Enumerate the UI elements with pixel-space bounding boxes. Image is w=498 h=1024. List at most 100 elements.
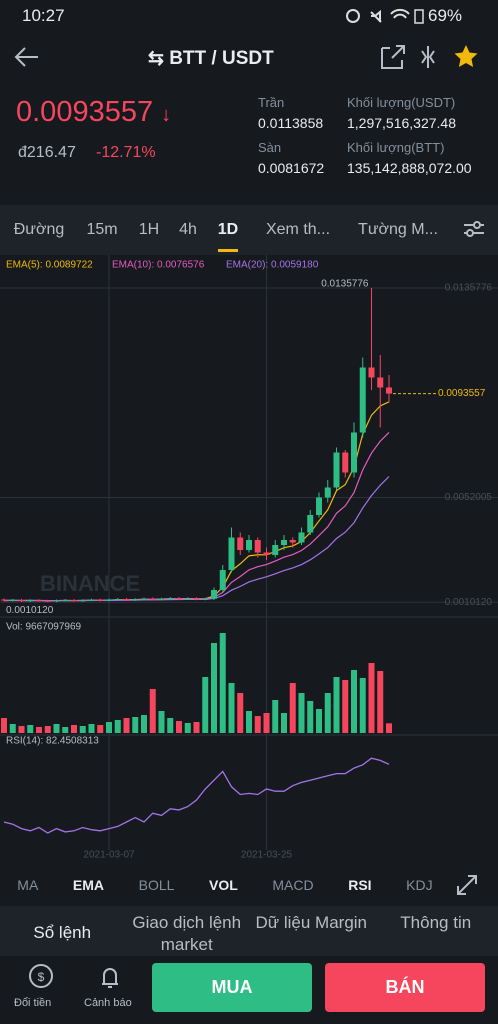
candle-body	[211, 590, 217, 599]
bottom-tab[interactable]: Thông tin	[400, 913, 472, 932]
stat-value: 0.0113858	[258, 115, 324, 131]
settings-icon[interactable]	[462, 218, 486, 240]
interval-tab[interactable]: 15m	[86, 221, 118, 238]
volume-bar	[62, 727, 69, 733]
volume-bar	[158, 711, 165, 733]
volume-bar	[167, 718, 174, 733]
indicator-tab[interactable]: VOL	[209, 877, 238, 893]
volume-bar	[324, 693, 331, 733]
indicator-tab[interactable]: KDJ	[406, 877, 433, 893]
interval-tab[interactable]: 4h	[179, 221, 197, 238]
volume-bar	[202, 677, 209, 733]
volume-bar	[193, 722, 200, 733]
volume-bar	[71, 725, 77, 733]
back-button[interactable]	[12, 44, 42, 70]
low-label: 0.0010120	[6, 605, 54, 616]
active-underline	[218, 249, 238, 252]
candle-body	[254, 540, 261, 553]
nav-label[interactable]: Cảnh báo	[84, 997, 132, 1009]
x-tick-label: 2021-03-07	[83, 850, 135, 861]
candle-body	[386, 387, 392, 394]
indicator-tab[interactable]: RSI	[348, 877, 372, 893]
fiat-price: đ216.47	[18, 144, 76, 161]
volume-bar	[368, 663, 375, 733]
bottom-tab-bg	[0, 906, 498, 956]
interval-tab[interactable]: Xem th...	[265, 221, 331, 238]
bottom-tab[interactable]: Giao dịch lệnh market	[132, 913, 242, 954]
candle-body	[359, 367, 366, 433]
status-icons	[346, 8, 424, 24]
indicator-tab[interactable]: MACD	[272, 877, 314, 893]
nav-icons: $	[29, 964, 118, 988]
stat-value: 0.0081672	[258, 160, 325, 176]
volume-bar	[9, 724, 16, 733]
candle-body	[62, 600, 69, 601]
y-tick-label: 0.0010120	[445, 597, 493, 608]
change: -12.71%	[96, 144, 156, 161]
candle-body	[316, 497, 322, 515]
volume-bar	[1, 718, 7, 733]
candle-body	[123, 599, 130, 600]
indicator-tab[interactable]: BOLL	[138, 877, 175, 893]
indicator-tab[interactable]: EMA	[72, 877, 105, 893]
volume-bar	[351, 670, 357, 733]
interval-tab[interactable]: 1D	[208, 221, 248, 252]
volume-bar	[307, 701, 314, 733]
volume-bar	[237, 693, 244, 733]
volume-bar	[333, 677, 340, 733]
volume-bar	[141, 715, 147, 733]
chart: 0.0135776 0.0052005 0.0010120 2021-03-07 202…	[0, 255, 498, 861]
nav-label[interactable]: Đổi tiền	[14, 997, 52, 1009]
volume-bar	[281, 713, 287, 733]
candle-body	[184, 598, 191, 600]
status-time: 10:27	[22, 6, 65, 25]
fullscreen-icon[interactable]	[456, 874, 478, 896]
y-tick-label: 0.0135776	[445, 283, 493, 294]
volume-bar	[132, 717, 139, 733]
volume-bar	[359, 678, 366, 733]
header-actions[interactable]	[378, 42, 488, 72]
y-tick-label: 0.0052005	[445, 492, 493, 503]
volume-bar	[97, 725, 104, 733]
candle-body	[71, 600, 77, 601]
volume-bar	[316, 709, 322, 733]
rsi-line	[3, 757, 390, 834]
last-price-label: 0.0093557	[438, 388, 486, 399]
candle-body	[141, 598, 147, 600]
volume-bar	[289, 683, 296, 733]
stat-label: Sàn	[258, 140, 282, 155]
bottom-tab[interactable]: Sổ lệnh	[33, 923, 92, 942]
interval-tab[interactable]: 1H	[138, 221, 160, 238]
candle-body	[307, 515, 314, 533]
volume-bar	[106, 722, 112, 733]
candle-body	[1, 599, 7, 601]
pair-title[interactable]: ⇆ BTT / USDT	[148, 47, 274, 70]
candle-body	[36, 600, 42, 602]
candle-body	[377, 377, 384, 388]
svg-text:$: $	[38, 970, 45, 984]
candle-body	[342, 452, 349, 473]
high-label: 0.0135776	[321, 279, 369, 290]
candle-body	[88, 599, 95, 601]
candle-body	[333, 452, 340, 488]
stat-value: 1,297,516,327.48	[347, 115, 456, 131]
candle-body	[246, 540, 252, 550]
last-price-value: 0.0093557	[16, 96, 154, 128]
buy-button[interactable]: MUA	[152, 963, 312, 1012]
bottom-tab[interactable]: Dữ liệu Margin	[255, 913, 368, 932]
candle-body	[368, 367, 375, 378]
pair: BTT / USDT	[169, 48, 274, 69]
sell-button[interactable]: BÁN	[325, 963, 485, 1012]
candle-body	[9, 600, 16, 601]
candle-body	[44, 600, 51, 602]
candle-body	[289, 540, 296, 543]
volume-bar	[53, 724, 60, 733]
interval-tab[interactable]: Tường M...	[358, 221, 438, 238]
volume-bar	[298, 693, 305, 733]
candle-body	[193, 598, 200, 600]
bottom-tabs: Sổ lệnh Giao dịch lệnh market Dữ liệu Marg…	[0, 912, 498, 954]
indicator-tab[interactable]: MA	[17, 877, 39, 893]
last-price: 0.0093557 ↓	[16, 96, 171, 129]
interval-tab[interactable]: Đường	[13, 221, 65, 238]
ema-label: EMA(20): 0.0059180	[226, 260, 319, 271]
